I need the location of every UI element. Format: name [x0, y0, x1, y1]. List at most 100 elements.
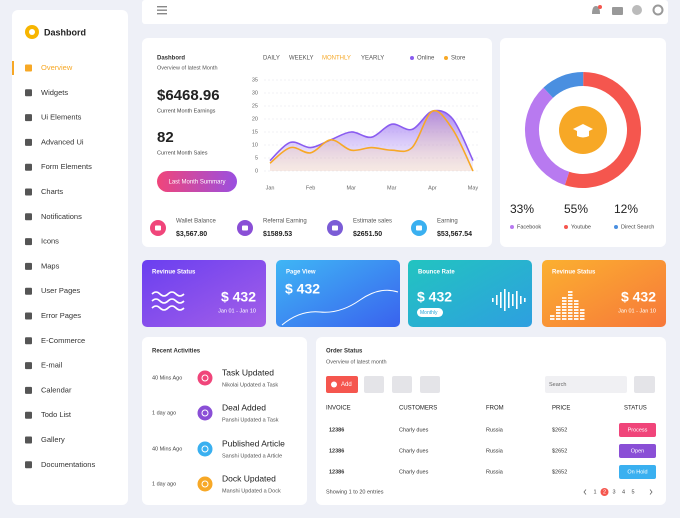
page-number[interactable]: 2: [603, 489, 606, 495]
status-pill[interactable]: [619, 423, 656, 437]
activity-icon: [197, 476, 213, 492]
series-area: [270, 110, 473, 171]
sound-bar: [504, 289, 506, 311]
summary-button[interactable]: [157, 171, 237, 192]
tab[interactable]: YEARLY: [361, 56, 384, 62]
prev-page[interactable]: [583, 489, 587, 495]
y-tick-label: 0: [255, 168, 258, 174]
next-page[interactable]: [649, 489, 653, 495]
stat-card: [276, 260, 400, 327]
menu-icon: [25, 89, 32, 97]
level-bar: [562, 306, 567, 308]
menu-item[interactable]: User Pages: [41, 286, 80, 295]
badge: [598, 5, 602, 9]
page-number[interactable]: 4: [622, 489, 625, 495]
menu-item[interactable]: Documentations: [41, 460, 95, 469]
menu-item[interactable]: Error Pages: [41, 311, 81, 320]
legend-swatch: [410, 56, 414, 60]
summary-button-label[interactable]: Last Month Summary: [168, 180, 225, 186]
export-button[interactable]: [634, 376, 655, 393]
sound-bar: [508, 292, 510, 308]
menu-icon: [25, 287, 32, 295]
menu-item[interactable]: Advanced Ui: [41, 137, 84, 146]
menu-item[interactable]: Form Elements: [41, 162, 92, 171]
tool-button[interactable]: [364, 376, 384, 393]
stat-card-value: $ 432: [285, 281, 320, 297]
y-tick-label: 5: [255, 155, 258, 161]
stat-card-sub: Jan 01 - Jan 10: [618, 308, 656, 314]
add-button[interactable]: [326, 376, 358, 393]
status-pill[interactable]: [619, 465, 656, 479]
mail-icon[interactable]: [612, 7, 623, 15]
menu-item[interactable]: Calendar: [41, 385, 72, 394]
level-bar: [574, 318, 579, 320]
activity-time: 40 Mins Ago: [152, 375, 182, 381]
menu-item[interactable]: E-Commerce: [41, 336, 85, 345]
page-number[interactable]: 3: [612, 489, 615, 495]
menu-icon: [25, 337, 32, 345]
cell: Russia: [486, 469, 504, 475]
activity-icon: [197, 370, 213, 386]
tab[interactable]: MONTHLY: [322, 56, 351, 62]
sidebar: [12, 10, 128, 505]
series-area: [270, 110, 473, 171]
avatar[interactable]: [632, 5, 642, 15]
bell-icon[interactable]: [592, 6, 600, 14]
search-box[interactable]: [545, 376, 627, 393]
value-label: 55%: [564, 202, 588, 216]
stat-card: [142, 260, 266, 327]
page-number[interactable]: 1: [593, 489, 596, 495]
level-bar: [580, 315, 585, 317]
x-tick-label: Feb: [306, 185, 315, 191]
menu-item[interactable]: Charts: [41, 187, 63, 196]
series-line: [269, 109, 474, 172]
status-label[interactable]: Process: [628, 427, 648, 433]
page-number[interactable]: 5: [631, 489, 634, 495]
donut-segment: [564, 72, 641, 188]
stat-card-sub: Jan 01 - Jan 10: [218, 308, 256, 314]
activity-detail: Manshi Updated a Dock: [222, 488, 281, 494]
menu-item[interactable]: Todo List: [41, 410, 72, 419]
stat-label: Earning: [437, 219, 458, 225]
status-label[interactable]: Open: [631, 448, 644, 454]
tab[interactable]: DAILY: [263, 56, 280, 62]
table-footer: Showing 1 to 20 entries: [326, 489, 384, 495]
legend-swatch: [614, 225, 618, 229]
menu-item[interactable]: Notifications: [41, 212, 82, 221]
stat-glyph: [242, 225, 248, 231]
cell: Charly dues: [399, 427, 429, 433]
menu-item[interactable]: Gallery: [41, 435, 65, 444]
level-bar: [568, 309, 573, 311]
menu-item[interactable]: E-mail: [41, 361, 63, 370]
menu-item[interactable]: Overview: [41, 63, 73, 72]
legend-swatch: [444, 56, 448, 60]
cell: $2652: [552, 448, 567, 454]
tool-button[interactable]: [420, 376, 440, 393]
level-bar: [580, 312, 585, 314]
hamburger[interactable]: [157, 6, 167, 15]
stat-value: $2651.50: [353, 231, 382, 238]
stat-card-value: $ 432: [621, 289, 656, 305]
activity-glyph: [201, 374, 209, 382]
cell: 12386: [329, 469, 344, 475]
status-label[interactable]: On Hold: [627, 469, 647, 475]
menu-item[interactable]: Widgets: [41, 88, 68, 97]
level-bar: [562, 309, 567, 311]
status-pill[interactable]: [619, 444, 656, 458]
sales-label: Current Month Sales: [157, 150, 208, 156]
stat-card-value: $ 432: [417, 289, 452, 305]
level-bar: [562, 315, 567, 317]
settings-icon[interactable]: [652, 4, 664, 16]
sound-bar: [520, 296, 522, 304]
tool-button[interactable]: [392, 376, 412, 393]
add-button-label[interactable]: Add: [341, 382, 352, 388]
tab[interactable]: WEEKLY: [289, 56, 314, 62]
menu-item[interactable]: Ui Elements: [41, 113, 82, 122]
level-bar: [550, 315, 555, 317]
menu-item[interactable]: Icons: [41, 237, 59, 246]
column-header: FROM: [486, 406, 504, 412]
menu-item[interactable]: Maps: [41, 261, 60, 270]
legend-label: Youtube: [571, 224, 591, 230]
stat-label: Estimate sales: [353, 219, 392, 225]
